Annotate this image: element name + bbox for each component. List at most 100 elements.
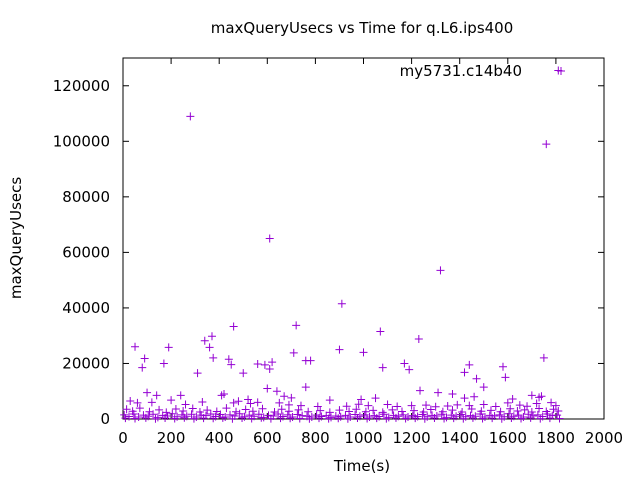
data-point (391, 413, 400, 422)
plot-frame (122, 57, 605, 420)
data-point (542, 140, 551, 149)
data-point (468, 413, 477, 422)
data-point (414, 335, 423, 344)
data-point (292, 321, 301, 330)
data-point (316, 406, 325, 415)
data-point (437, 410, 446, 419)
data-point (306, 356, 315, 365)
data-point (168, 409, 177, 418)
data-point (501, 373, 510, 382)
data-point (479, 383, 488, 392)
data-point (401, 414, 410, 423)
data-point (506, 404, 515, 413)
data-point (479, 400, 488, 409)
data-point (430, 414, 439, 423)
data-point (555, 414, 564, 423)
data-point (378, 363, 387, 372)
data-point (554, 406, 563, 415)
data-point (335, 406, 344, 415)
data-point (203, 406, 212, 415)
data-point (224, 355, 233, 364)
data-point (227, 360, 236, 369)
data-point (549, 405, 558, 414)
y-tick-label: 120000 (53, 77, 110, 95)
data-point (155, 405, 164, 414)
x-tick-label: 200 (157, 429, 186, 447)
data-point (222, 404, 231, 413)
y-tick-label: 60000 (62, 243, 110, 261)
data-point (135, 404, 144, 413)
data-point (305, 414, 314, 423)
data-point (238, 414, 247, 423)
data-point (199, 414, 208, 423)
data-point (147, 398, 156, 407)
y-tick-label: 20000 (62, 354, 110, 372)
data-point (443, 401, 452, 410)
data-point (131, 342, 140, 351)
data-point (353, 414, 362, 423)
data-point (206, 410, 215, 419)
data-point (188, 404, 197, 413)
data-point (513, 406, 522, 415)
data-point (313, 402, 322, 411)
data-point (149, 410, 158, 419)
data-point (133, 398, 142, 407)
x-axis-label: Time(s) (333, 457, 390, 475)
data-point (459, 414, 468, 423)
data-point (170, 414, 179, 423)
data-point (537, 392, 546, 401)
data-point (125, 412, 134, 421)
data-point (229, 322, 238, 331)
data-point (382, 414, 391, 423)
data-point (411, 414, 420, 423)
data-point (383, 400, 392, 409)
data-point (228, 414, 237, 423)
data-point (152, 391, 161, 400)
data-point (536, 414, 545, 423)
data-point (161, 414, 170, 423)
data-point (515, 401, 524, 410)
data-point (507, 414, 516, 423)
legend-marker-plus (557, 67, 565, 75)
x-tick-label: 0 (118, 429, 128, 447)
data-point (232, 407, 241, 416)
data-point (247, 414, 256, 423)
data-point (234, 397, 243, 406)
data-point (486, 406, 495, 415)
data-point (465, 360, 474, 369)
data-point (526, 413, 535, 422)
data-point (167, 396, 176, 405)
data-point (239, 369, 248, 378)
data-point (325, 396, 334, 405)
data-point (296, 401, 305, 410)
data-point (258, 404, 267, 413)
data-point (508, 395, 517, 404)
data-point (274, 410, 283, 419)
data-point (393, 402, 402, 411)
data-point (357, 395, 366, 404)
x-tick-label: 1400 (441, 429, 479, 447)
data-point (376, 327, 385, 336)
data-point (539, 353, 548, 362)
data-point (426, 405, 435, 414)
legend: my5731.c14b40 (400, 62, 565, 80)
data-point (364, 401, 373, 410)
data-point (467, 405, 476, 414)
data-point (248, 407, 257, 416)
data-point (440, 414, 449, 423)
data-point (189, 414, 198, 423)
data-point (547, 398, 556, 407)
data-point (498, 362, 507, 371)
y-axis-label: maxQueryUsecs (7, 177, 25, 300)
data-point (257, 413, 266, 422)
data-point (180, 413, 189, 422)
data-point (218, 413, 227, 422)
data-point (276, 414, 285, 423)
data-point (407, 401, 416, 410)
data-point (416, 386, 425, 395)
data-point (187, 410, 196, 419)
x-tick-label: 400 (205, 429, 234, 447)
data-point (460, 368, 469, 377)
data-point (400, 359, 409, 368)
y-tick-label: 80000 (62, 188, 110, 206)
